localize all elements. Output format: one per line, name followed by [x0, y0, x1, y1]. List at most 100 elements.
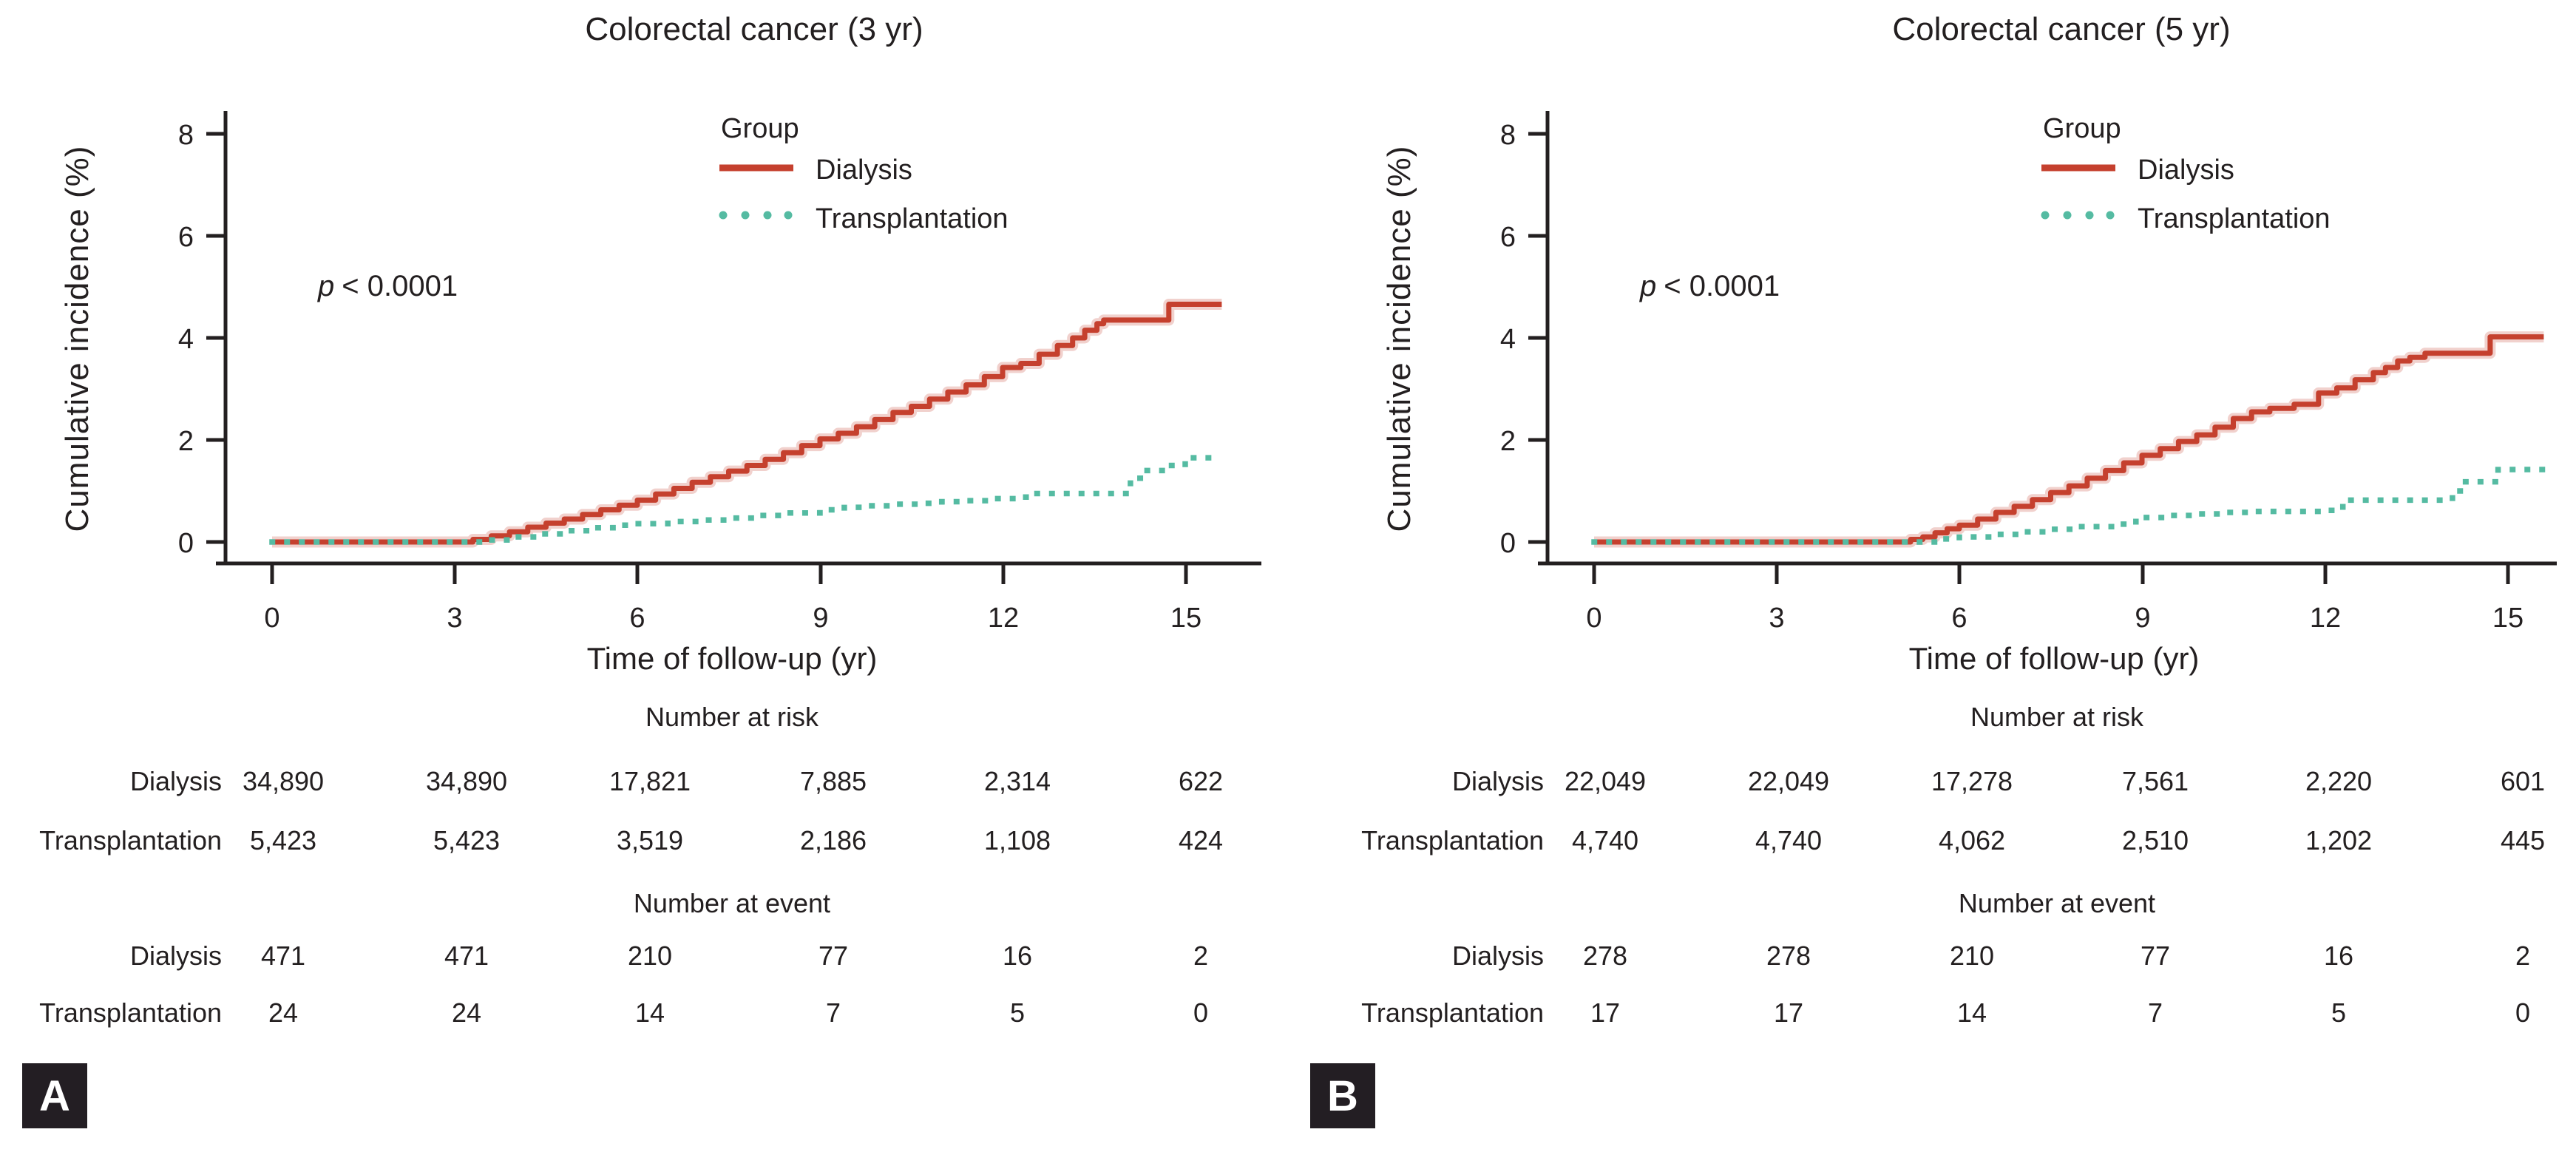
- y-tick-label: 4: [1500, 324, 1516, 355]
- y-axis-label: Cumulative incidence (%): [59, 146, 95, 532]
- table-cell: 17,278: [1931, 766, 2013, 796]
- y-tick-label: 4: [178, 324, 194, 355]
- chart-title: Colorectal cancer (5 yr): [1892, 11, 2230, 47]
- transplantation-curve: [269, 454, 1225, 545]
- table-cell: 17: [1590, 997, 1621, 1028]
- x-axis: 0 3 6 9 12 15 Time of follow-up (yr): [1538, 561, 2557, 676]
- table-cell: 17,821: [609, 766, 691, 796]
- x-tick-label: 3: [1769, 603, 1784, 634]
- legend: Group Dialysis Transplantation: [719, 113, 1009, 234]
- number-at-risk-header: Number at risk: [645, 702, 819, 732]
- risk-row-transplantation: Transplantation 5,423 5,423 3,519 2,186 …: [0, 824, 1288, 858]
- cumulative-incidence-chart-a: Colorectal cancer (3 yr) 0 2 4 6 8 Cumul…: [59, 11, 1261, 676]
- table-cell: 2: [2515, 941, 2531, 971]
- y-tick-label: 0: [178, 528, 194, 559]
- y-tick-label: 8: [1500, 120, 1516, 151]
- table-cell: 14: [634, 997, 665, 1028]
- table-cell: 445: [2500, 825, 2546, 855]
- dialysis-curve: [272, 302, 1222, 545]
- table-cell: 34,890: [242, 766, 325, 796]
- table-cell: 278: [1582, 941, 1628, 971]
- table-cell: 601: [2500, 766, 2546, 796]
- x-tick-label: 6: [1951, 603, 1967, 634]
- legend: Group Dialysis Transplantation: [2041, 113, 2331, 234]
- cumulative-incidence-chart-b: Colorectal cancer (5 yr) 0 2 4 6 8 Cumul…: [1381, 11, 2557, 676]
- x-axis-label: Time of follow-up (yr): [587, 641, 878, 676]
- row-label: Transplantation: [39, 825, 222, 855]
- table-cell: 16: [1002, 941, 1033, 971]
- legend-title: Group: [721, 113, 799, 144]
- risk-row-transplantation: Transplantation 4,740 4,740 4,062 2,510 …: [1288, 824, 2576, 858]
- y-tick-label: 0: [1500, 528, 1516, 559]
- swatch-dot: [741, 211, 750, 220]
- table-cell: 17: [1773, 997, 1804, 1028]
- x-tick-label: 3: [447, 603, 462, 634]
- row-label: Transplantation: [1361, 825, 1544, 855]
- table-cell: 0: [1193, 997, 1209, 1028]
- panel-label-badge-a: A: [22, 1063, 87, 1128]
- swatch-dot: [763, 211, 772, 220]
- table-cell: 622: [1178, 766, 1224, 796]
- risk-row-dialysis: Dialysis 34,890 34,890 17,821 7,885 2,31…: [0, 765, 1288, 799]
- p-value: p < 0.0001: [317, 270, 458, 302]
- x-tick-label: 9: [813, 603, 828, 634]
- x-axis: 0 3 6 9 12 15 Time of follow-up (yr): [216, 561, 1261, 676]
- table-cell: 7: [2147, 997, 2163, 1028]
- transplantation-dot-swatch: [2041, 211, 2115, 220]
- table-cell: 424: [1178, 825, 1224, 855]
- event-row-transplantation: Transplantation 17 17 14 7 5 0: [1288, 996, 2576, 1030]
- legend-title: Group: [2043, 113, 2121, 144]
- x-tick-label: 15: [2492, 603, 2524, 634]
- row-label: Dialysis: [1451, 766, 1544, 796]
- x-tick-label: 15: [1170, 603, 1201, 634]
- table-cell: 471: [444, 941, 489, 971]
- legend-label-dialysis: Dialysis: [816, 155, 912, 186]
- x-tick-label: 12: [2310, 603, 2341, 634]
- y-axis: 0 2 4 6 8 Cumulative incidence (%): [1381, 111, 1550, 565]
- y-tick-label: 2: [1500, 426, 1516, 457]
- swatch-dot: [719, 211, 728, 220]
- table-cell: 0: [2515, 997, 2531, 1028]
- row-label: Dialysis: [129, 766, 222, 796]
- legend-label-dialysis: Dialysis: [2138, 155, 2234, 186]
- x-tick-label: 0: [264, 603, 279, 634]
- row-label: Transplantation: [39, 997, 222, 1028]
- x-tick-label: 9: [2135, 603, 2150, 634]
- panel-b: Colorectal cancer (5 yr) 0 2 4 6 8 Cumul…: [1288, 0, 2576, 1152]
- panel-a: Colorectal cancer (3 yr) 0 2 4 6 8 Cumul…: [0, 11, 1288, 1128]
- swatch-dot: [784, 211, 793, 220]
- table-cell: 7: [825, 997, 841, 1028]
- y-axis-label: Cumulative incidence (%): [1381, 146, 1417, 532]
- event-row-transplantation: Transplantation 24 24 14 7 5 0: [0, 996, 1288, 1030]
- table-cell: 471: [260, 941, 306, 971]
- table-cell: 2,510: [2121, 825, 2189, 855]
- table-cell: 1,202: [2305, 825, 2373, 855]
- number-at-event-header: Number at event: [633, 888, 831, 918]
- legend-label-transplantation: Transplantation: [2138, 203, 2331, 234]
- table-cell: 2,314: [983, 766, 1051, 796]
- y-tick-label: 8: [178, 120, 194, 151]
- table-cell: 210: [1949, 941, 1995, 971]
- row-label: Dialysis: [1451, 941, 1544, 971]
- table-cell: 22,049: [1564, 766, 1647, 796]
- table-cell: 5,423: [433, 825, 501, 855]
- y-tick-label: 6: [1500, 222, 1516, 253]
- y-tick-label: 2: [178, 426, 194, 457]
- x-tick-label: 6: [629, 603, 645, 634]
- curves: [269, 299, 1225, 548]
- table-cell: 77: [818, 941, 849, 971]
- transplantation-dot-swatch: [719, 211, 793, 220]
- table-cell: 2: [1193, 941, 1209, 971]
- risk-row-dialysis: Dialysis 22,049 22,049 17,278 7,561 2,22…: [1288, 765, 2576, 799]
- p-value: p < 0.0001: [1639, 270, 1780, 302]
- table-cell: 7,885: [799, 766, 867, 796]
- dialysis-curve: [1594, 334, 2544, 545]
- table-cell: 77: [2140, 941, 2171, 971]
- table-cell: 3,519: [616, 825, 684, 855]
- table-cell: 24: [451, 997, 482, 1028]
- number-at-risk-header: Number at risk: [1970, 702, 2144, 732]
- table-cell: 210: [627, 941, 673, 971]
- row-label: Transplantation: [1361, 997, 1544, 1028]
- table-cell: 5: [2331, 997, 2347, 1028]
